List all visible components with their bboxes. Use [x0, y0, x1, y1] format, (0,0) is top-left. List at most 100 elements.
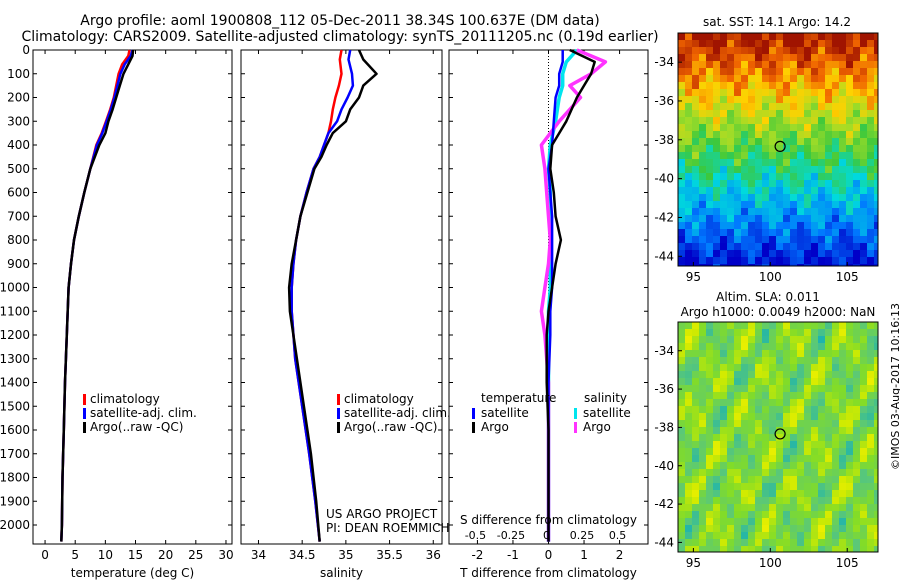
sla-map-cell — [748, 455, 756, 463]
sst-map-cell — [678, 229, 686, 237]
sst-map-cell — [713, 215, 721, 223]
sst-map-cell — [839, 68, 847, 76]
sst-map-cell — [874, 243, 879, 251]
sst-map-cell — [748, 166, 756, 174]
sla-map-cell — [699, 420, 707, 428]
sla-map-cell — [867, 406, 875, 414]
sst-map-cell — [783, 264, 791, 267]
sla-map-cell — [874, 364, 879, 372]
sst-map-cell — [720, 82, 728, 90]
sst-map-cell — [853, 243, 861, 251]
sst-map-title: sat. SST: 14.1 Argo: 14.2 — [703, 15, 851, 29]
sla-map-cell — [867, 518, 875, 526]
sst-map-cell — [755, 243, 763, 251]
sst-map-cell — [811, 236, 819, 244]
sst-map-cell — [783, 145, 791, 153]
sla-map-cell — [720, 476, 728, 484]
sla-map-cell — [699, 504, 707, 512]
difference-legend-swatch — [472, 408, 475, 419]
sla-map-cell — [832, 364, 840, 372]
sst-map-ytick-label: -44 — [654, 249, 674, 263]
sla-map-cell — [769, 350, 777, 358]
sla-map-cell — [811, 532, 819, 540]
sst-map-cell — [818, 236, 826, 244]
sst-map-cell — [769, 68, 777, 76]
sst-map-cell — [685, 117, 693, 125]
sla-map-cell — [713, 329, 721, 337]
sla-map-cell — [706, 483, 714, 491]
sla-map-cell — [853, 406, 861, 414]
sla-map-cell — [790, 385, 798, 393]
sst-map-cell — [769, 124, 777, 132]
sst-map-cell — [825, 89, 833, 97]
sst-map-cell — [818, 131, 826, 139]
sst-map-cell — [797, 89, 805, 97]
sst-map-cell — [762, 208, 770, 216]
sst-map-cell — [790, 33, 798, 41]
sla-map-cell — [790, 448, 798, 456]
sst-map-cell — [699, 47, 707, 55]
sst-map-cell — [748, 243, 756, 251]
sla-map-cell — [811, 336, 819, 344]
sla-map-cell — [804, 434, 812, 442]
sla-map-cell — [755, 455, 763, 463]
sla-map-cell — [839, 518, 847, 526]
sst-map-cell — [818, 117, 826, 125]
sla-map-cell — [678, 378, 686, 386]
sst-map-cell — [804, 166, 812, 174]
sst-map-cell — [776, 131, 784, 139]
sst-map-cell — [727, 117, 735, 125]
sst-map-cell — [727, 250, 735, 258]
sla-map-cell — [804, 322, 812, 330]
sla-map-cell — [804, 420, 812, 428]
sst-map-cell — [846, 89, 854, 97]
sla-map-cell — [685, 350, 693, 358]
sst-map-cell — [734, 33, 742, 41]
sst-map-cell — [853, 194, 861, 202]
sst-map-cell — [769, 194, 777, 202]
sla-map-cell — [755, 399, 763, 407]
sst-map-cell — [811, 250, 819, 258]
sla-map-cell — [860, 532, 868, 540]
sla-map-cell — [839, 469, 847, 477]
sla-map-cell — [734, 483, 742, 491]
sla-map-cell — [867, 497, 875, 505]
sla-map-cell — [720, 371, 728, 379]
sst-map-cell — [720, 61, 728, 69]
sla-map-cell — [811, 441, 819, 449]
sst-map-cell — [832, 110, 840, 118]
sst-map-cell — [762, 124, 770, 132]
sst-map-cell — [713, 222, 721, 230]
sla-map-cell — [685, 490, 693, 498]
sst-map-cell — [867, 201, 875, 209]
difference-series-temperature-argo — [545, 48, 596, 542]
sst-map-cell — [755, 96, 763, 104]
sla-map-cell — [874, 539, 879, 547]
sst-map-cell — [755, 264, 763, 267]
sst-map-cell — [811, 110, 819, 118]
sla-map-cell — [832, 448, 840, 456]
sst-map-cell — [804, 236, 812, 244]
sst-map-cell — [846, 159, 854, 167]
sst-map-cell — [860, 229, 868, 237]
sst-map-cell — [867, 145, 875, 153]
sst-map-cell — [832, 201, 840, 209]
project-credit: US ARGO PROJECT — [326, 507, 438, 521]
sla-map-cell — [846, 378, 854, 386]
sla-map-cell — [678, 469, 686, 477]
sla-map-cell — [692, 546, 700, 553]
sst-map-cell — [713, 159, 721, 167]
sst-map-cell — [692, 229, 700, 237]
sst-map-cell — [811, 138, 819, 146]
sst-map-cell — [748, 222, 756, 230]
sla-map-cell — [853, 434, 861, 442]
sst-map-cell — [720, 229, 728, 237]
sst-map-cell — [797, 257, 805, 265]
sst-map-cell — [867, 229, 875, 237]
sst-map-ytick-label: -36 — [654, 94, 674, 108]
sst-map-cell — [769, 96, 777, 104]
sst-map-cell — [860, 173, 868, 181]
sst-map-cell — [678, 215, 686, 223]
sst-map-cell — [727, 159, 735, 167]
sla-map-cell — [832, 469, 840, 477]
